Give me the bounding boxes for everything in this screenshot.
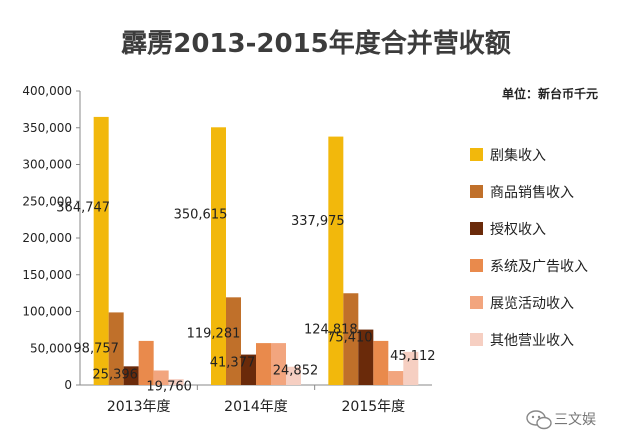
legend-swatch — [470, 148, 483, 161]
y-tick-label: 200,000 — [22, 231, 72, 245]
bar — [328, 136, 344, 385]
data-label: 119,281 — [187, 326, 241, 341]
x-category-label: 2014年度 — [224, 399, 288, 415]
legend-label: 展览活动收入 — [490, 296, 574, 312]
chart-title: 霹雳2013-2015年度合并营收额 — [121, 28, 511, 59]
bar — [373, 340, 389, 385]
y-tick-label: 300,000 — [22, 158, 72, 172]
legend-swatch — [470, 259, 483, 272]
bar — [286, 366, 301, 385]
legend-label: 授权收入 — [490, 222, 546, 238]
legend-swatch — [470, 333, 483, 346]
data-label: 45,112 — [390, 349, 436, 364]
legend-label: 剧集收入 — [490, 147, 546, 164]
bar — [168, 379, 184, 385]
bar — [241, 354, 256, 385]
axes: 0 50,000 100,000 150,000 200,000 250,000 300,0… — [22, 84, 432, 392]
bars — [93, 116, 419, 386]
x-axis-labels: 2013年度 2014年度 2015年度 — [107, 399, 405, 415]
bar — [343, 293, 359, 385]
y-tick-label: 250,000 — [22, 194, 72, 208]
x-category-label: 2013年度 — [107, 399, 171, 415]
unit-label: 单位：新台币千元 — [502, 86, 598, 101]
watermark: 三文娱 — [526, 410, 596, 430]
data-label: 25,396 — [92, 367, 138, 382]
data-label: 75,410 — [327, 331, 373, 346]
bar — [403, 351, 419, 385]
bar — [108, 312, 124, 385]
wechat-icon — [526, 410, 552, 430]
bar — [211, 127, 226, 385]
data-label: 41,377 — [210, 356, 256, 371]
legend-label: 商品销售收入 — [490, 185, 574, 201]
data-label: 19,760 — [146, 379, 192, 394]
bar — [123, 366, 139, 385]
y-tick-label: 150,000 — [22, 268, 72, 282]
bar — [256, 343, 271, 385]
bar — [93, 116, 109, 386]
data-label: 24,852 — [273, 364, 319, 379]
bar — [388, 371, 404, 385]
data-label: 364,747 — [56, 200, 110, 215]
legend-swatch — [470, 185, 483, 198]
y-tick-label: 400,000 — [22, 84, 72, 98]
bar — [271, 343, 286, 385]
data-label: 98,757 — [73, 341, 119, 356]
data-label: 124,818 — [304, 322, 358, 337]
y-tick-label: 50,000 — [30, 341, 72, 355]
bar — [358, 329, 374, 385]
legend-label: 其他营业收入 — [490, 333, 574, 349]
data-label: 337,975 — [291, 214, 345, 229]
x-category-label: 2015年度 — [342, 399, 406, 415]
bar — [153, 370, 169, 385]
bar — [226, 297, 241, 385]
legend-swatch — [470, 296, 483, 309]
watermark-text: 三文娱 — [554, 412, 596, 428]
bar — [138, 340, 154, 385]
y-tick-label: 350,000 — [22, 121, 72, 135]
y-tick-label: 100,000 — [22, 305, 72, 319]
data-labels: 364,747 98,757 25,396 19,760 350,615 119,281 4… — [56, 200, 435, 394]
legend-label: 系统及广告收入 — [490, 259, 588, 275]
y-tick-label: 0 — [64, 378, 72, 392]
data-label: 350,615 — [174, 208, 228, 223]
legend-swatch — [470, 222, 483, 235]
